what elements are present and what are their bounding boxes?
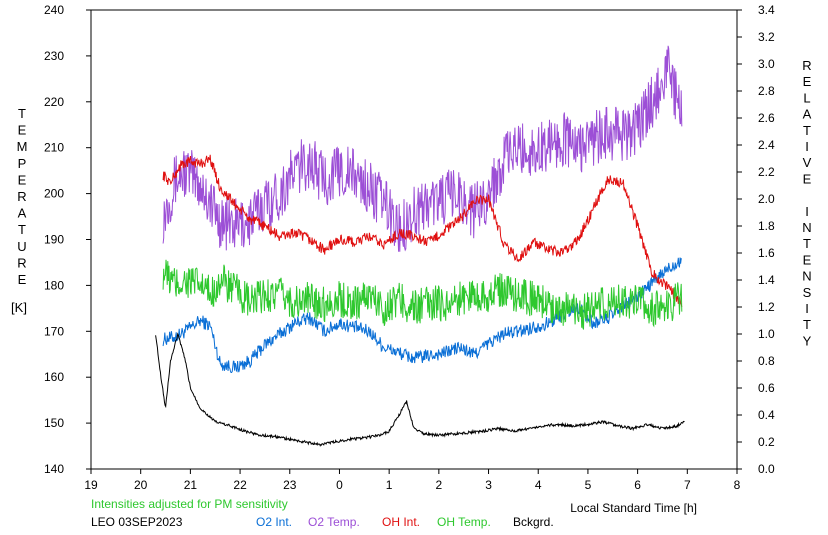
left-axis-letter: A <box>18 206 27 221</box>
y-right-tick-label: 0.0 <box>758 462 775 476</box>
note-text: Intensities adjusted for PM sensitivity <box>91 497 288 511</box>
right-axis-letter: N <box>802 220 811 235</box>
left-axis-letter: M <box>17 139 28 154</box>
y-left-tick-label: 240 <box>44 3 64 17</box>
y-right-tick-label: 1.2 <box>758 300 775 314</box>
y-right-tick-label: 0.2 <box>758 435 775 449</box>
right-axis-letter: S <box>803 285 812 300</box>
right-axis-letter: T <box>803 123 811 138</box>
y-right-tick-label: 2.6 <box>758 111 775 125</box>
right-axis-letter: T <box>803 236 811 251</box>
right-axis-letter: I <box>805 204 809 219</box>
y-left-tick-label: 160 <box>44 370 64 384</box>
right-axis-letter: I <box>805 139 809 154</box>
series-line-bckgrd <box>155 332 685 447</box>
right-axis-letter: A <box>803 107 812 122</box>
x-tick-label: 1 <box>386 478 393 492</box>
left-axis-letter: E <box>18 172 27 187</box>
y-left-tick-label: 190 <box>44 233 64 247</box>
left-axis-unit: [K] <box>11 300 27 315</box>
legend-o2-temp: O2 Temp. <box>308 515 360 529</box>
x-tick-label: 20 <box>134 478 148 492</box>
left-axis-letter: E <box>18 272 27 287</box>
right-axis-letter: Y <box>803 333 812 348</box>
y-right-tick-label: 3.2 <box>758 30 775 44</box>
x-axis-label: Local Standard Time [h] <box>570 501 697 515</box>
x-tick-label: 4 <box>535 478 542 492</box>
right-axis-letter: L <box>803 90 810 105</box>
x-tick-label: 2 <box>436 478 443 492</box>
series-line-oh-temp <box>162 259 683 330</box>
y-left-tick-label: 140 <box>44 462 64 476</box>
y-right-tick-label: 2.0 <box>758 192 775 206</box>
x-tick-label: 6 <box>634 478 641 492</box>
right-axis-letter: E <box>803 252 812 267</box>
y-right-tick-label: 1.8 <box>758 219 775 233</box>
x-tick-label: 0 <box>336 478 343 492</box>
y-right-tick-label: 1.0 <box>758 327 775 341</box>
right-axis-letter: E <box>803 74 812 89</box>
right-axis-letter: V <box>803 155 812 170</box>
left-axis-letter: P <box>18 156 27 171</box>
left-axis-letter: U <box>17 239 26 254</box>
x-tick-label: 5 <box>585 478 592 492</box>
right-axis-letter: E <box>803 171 812 186</box>
series-layer <box>155 45 685 447</box>
right-axis-letter: R <box>802 58 811 73</box>
y-left-tick-label: 180 <box>44 278 64 292</box>
y-left-tick-label: 220 <box>44 95 64 109</box>
y-right-tick-label: 1.4 <box>758 273 775 287</box>
left-axis-letter: T <box>18 222 26 237</box>
y-right-tick-label: 2.8 <box>758 84 775 98</box>
y-right-tick-label: 3.4 <box>758 3 775 17</box>
y-left-tick-label: 150 <box>44 416 64 430</box>
legend-bckgrd: Bckgrd. <box>513 515 554 529</box>
x-tick-label: 8 <box>734 478 741 492</box>
y-left-tick-label: 210 <box>44 141 64 155</box>
station-date-label: LEO 03SEP2023 <box>91 515 183 529</box>
right-axis-letter: N <box>802 269 811 284</box>
legend-o2-int: O2 Int. <box>256 515 292 529</box>
left-axis-letter: E <box>18 123 27 138</box>
y-right-tick-label: 0.4 <box>758 408 775 422</box>
y-right-tick-label: 3.0 <box>758 57 775 71</box>
y-left-tick-label: 170 <box>44 324 64 338</box>
x-tick-label: 22 <box>233 478 247 492</box>
series-line-oh-int <box>162 154 683 308</box>
series-line-o2-int <box>162 257 682 373</box>
axis-ticks: 19 20 21 22 23 0 1 2 3 4 5 6 7 8140150160170180190200… <box>44 3 775 492</box>
y-left-tick-label: 200 <box>44 187 64 201</box>
left-axis-letter: R <box>17 189 26 204</box>
y-right-tick-label: 0.6 <box>758 381 775 395</box>
x-tick-label: 19 <box>84 478 98 492</box>
y-right-tick-label: 2.2 <box>758 165 775 179</box>
left-axis-letter: T <box>18 106 26 121</box>
x-tick-label: 23 <box>283 478 297 492</box>
y-right-tick-label: 2.4 <box>758 138 775 152</box>
y-left-tick-label: 230 <box>44 49 64 63</box>
legend-oh-temp: OH Temp. <box>437 515 491 529</box>
series-line-o2-temp <box>162 45 683 252</box>
legend-oh-int: OH Int. <box>382 515 420 529</box>
y-right-tick-label: 1.6 <box>758 246 775 260</box>
right-axis-letter: T <box>803 317 811 332</box>
x-tick-label: 7 <box>684 478 691 492</box>
left-axis-letter: R <box>17 255 26 270</box>
y-right-tick-label: 0.8 <box>758 354 775 368</box>
x-tick-label: 21 <box>184 478 198 492</box>
x-tick-label: 3 <box>485 478 492 492</box>
right-axis-letter: I <box>805 301 809 316</box>
